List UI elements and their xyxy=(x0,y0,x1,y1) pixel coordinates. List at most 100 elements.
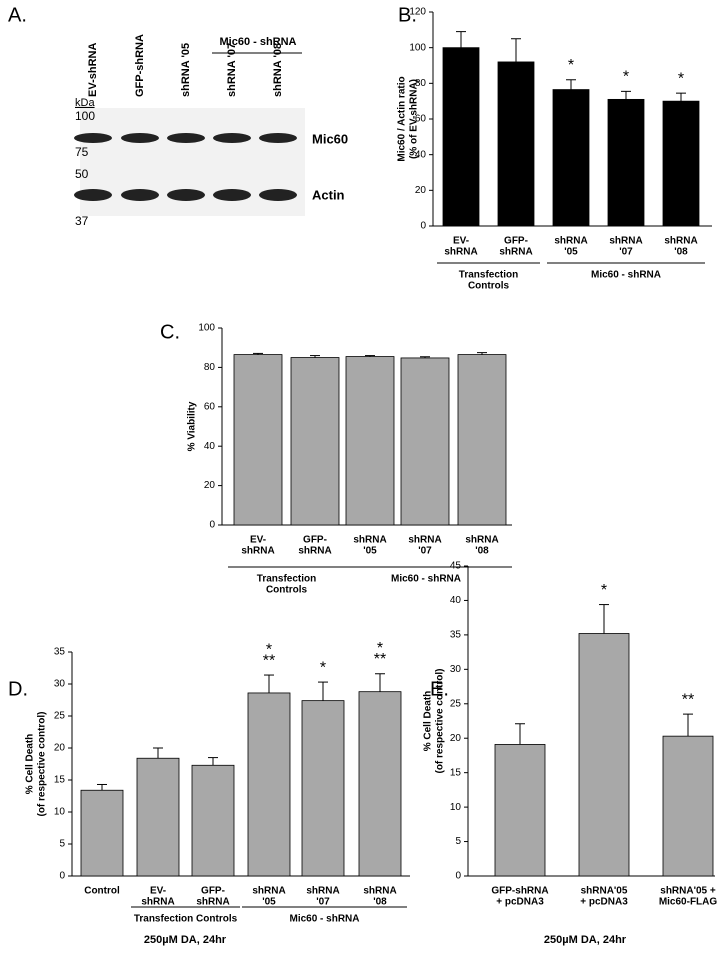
y-axis-label: % Cell Death xyxy=(25,734,36,795)
y-axis-label: % Cell Death xyxy=(423,691,434,752)
bar xyxy=(290,357,340,526)
y-tick-label: 20 xyxy=(54,743,66,754)
bar xyxy=(301,700,345,877)
significance: * xyxy=(377,640,383,657)
y-tick-label: 20 xyxy=(415,185,427,196)
significance: * xyxy=(678,70,684,87)
x-tick-label: shRNA xyxy=(609,236,642,247)
band xyxy=(167,189,205,201)
bar xyxy=(662,735,714,877)
marker-label: 50 xyxy=(75,167,89,181)
x-tick-label: shRNA xyxy=(196,897,229,908)
y-tick-label: 20 xyxy=(204,480,216,491)
band xyxy=(74,133,112,143)
x-tick-label: shRNA xyxy=(408,535,441,546)
x-tick-label: GFP- xyxy=(201,886,225,897)
y-tick-label: 0 xyxy=(59,871,65,882)
y-tick-label: 100 xyxy=(198,323,215,334)
y-tick-label: 30 xyxy=(450,664,462,675)
y-tick-label: 0 xyxy=(420,221,426,232)
lane-label: EV-shRNA xyxy=(87,43,99,97)
band xyxy=(167,133,205,143)
x-tick-label: '05 xyxy=(262,897,276,908)
y-axis-label: (of respective control) xyxy=(37,711,48,816)
bar xyxy=(247,692,291,877)
y-tick-label: 5 xyxy=(59,839,65,850)
y-tick-label: 0 xyxy=(209,520,215,531)
group-label: Transfection xyxy=(257,574,316,585)
y-axis-label: (% of EV-shRNA) xyxy=(409,79,420,159)
y-axis-label: % Viability xyxy=(187,401,198,451)
x-tick-label: shRNA xyxy=(353,535,386,546)
x-tick-label: shRNA xyxy=(444,247,477,258)
panel-label: E. xyxy=(430,678,449,700)
group-label: Controls xyxy=(266,585,308,596)
x-tick-label: EV- xyxy=(150,886,166,897)
band xyxy=(213,133,251,143)
lane-label: shRNA '07 xyxy=(226,43,238,97)
panel-label: A. xyxy=(8,4,27,26)
x-tick-label: EV- xyxy=(250,535,266,546)
lane-label: GFP-shRNA xyxy=(134,34,146,97)
y-tick-label: 60 xyxy=(204,401,216,412)
bar xyxy=(552,89,590,227)
x-tick-label: EV- xyxy=(453,236,469,247)
x-tick-label: + pcDNA3 xyxy=(496,897,544,908)
x-tick-label: Mic60-FLAG xyxy=(659,897,718,908)
group-label: Mic60 - shRNA xyxy=(391,574,461,585)
group-label: Mic60 - shRNA xyxy=(289,914,359,925)
significance: ** xyxy=(263,652,275,669)
band xyxy=(121,189,159,201)
bar xyxy=(494,744,546,877)
bar xyxy=(80,789,124,877)
bar xyxy=(400,357,450,526)
bar xyxy=(442,47,480,227)
group-label: Controls xyxy=(468,281,510,292)
significance: * xyxy=(623,69,629,86)
x-tick-label: shRNA xyxy=(298,546,331,557)
x-tick-label: shRNA xyxy=(465,535,498,546)
group-label: Transfection Controls xyxy=(134,914,238,925)
y-tick-label: 10 xyxy=(450,802,462,813)
band xyxy=(259,133,297,143)
bar xyxy=(191,764,235,877)
bar xyxy=(136,757,180,877)
y-tick-label: 100 xyxy=(409,42,426,53)
significance: ** xyxy=(374,651,386,668)
x-tick-label: '05 xyxy=(564,247,578,258)
y-tick-label: 5 xyxy=(455,836,461,847)
y-tick-label: 40 xyxy=(450,595,462,606)
band xyxy=(259,189,297,201)
significance: * xyxy=(601,582,607,599)
bar xyxy=(662,100,700,227)
x-tick-label: '07 xyxy=(619,247,633,258)
x-tick-label: '07 xyxy=(418,546,432,557)
x-tick-label: shRNA xyxy=(363,886,396,897)
x-tick-label: shRNA xyxy=(499,247,532,258)
band xyxy=(121,133,159,143)
marker-label: 37 xyxy=(75,214,89,228)
x-tick-label: Control xyxy=(84,886,120,897)
band-label: Actin xyxy=(312,187,345,202)
y-tick-label: 0 xyxy=(455,871,461,882)
x-tick-label: shRNA'05 + xyxy=(660,886,716,897)
y-tick-label: 60 xyxy=(415,114,427,125)
x-tick-label: '08 xyxy=(674,247,688,258)
x-tick-label: GFP- xyxy=(303,535,327,546)
panel-label: D. xyxy=(8,678,28,700)
bar xyxy=(578,633,630,877)
x-tick-label: '05 xyxy=(363,546,377,557)
y-tick-label: 30 xyxy=(54,679,66,690)
band xyxy=(74,189,112,201)
bar xyxy=(607,98,645,227)
significance: ** xyxy=(682,691,694,708)
y-axis-label: Mic60 / Actin ratio xyxy=(397,76,408,161)
x-tick-label: shRNA xyxy=(141,897,174,908)
group-label: Mic60 - shRNA xyxy=(219,36,296,48)
y-tick-label: 15 xyxy=(450,767,462,778)
group-label: Transfection xyxy=(459,270,518,281)
y-tick-label: 80 xyxy=(415,78,427,89)
panel-label: C. xyxy=(160,321,180,343)
x-axis-label: 250µM DA, 24hr xyxy=(144,934,227,946)
x-tick-label: GFP- xyxy=(504,236,528,247)
